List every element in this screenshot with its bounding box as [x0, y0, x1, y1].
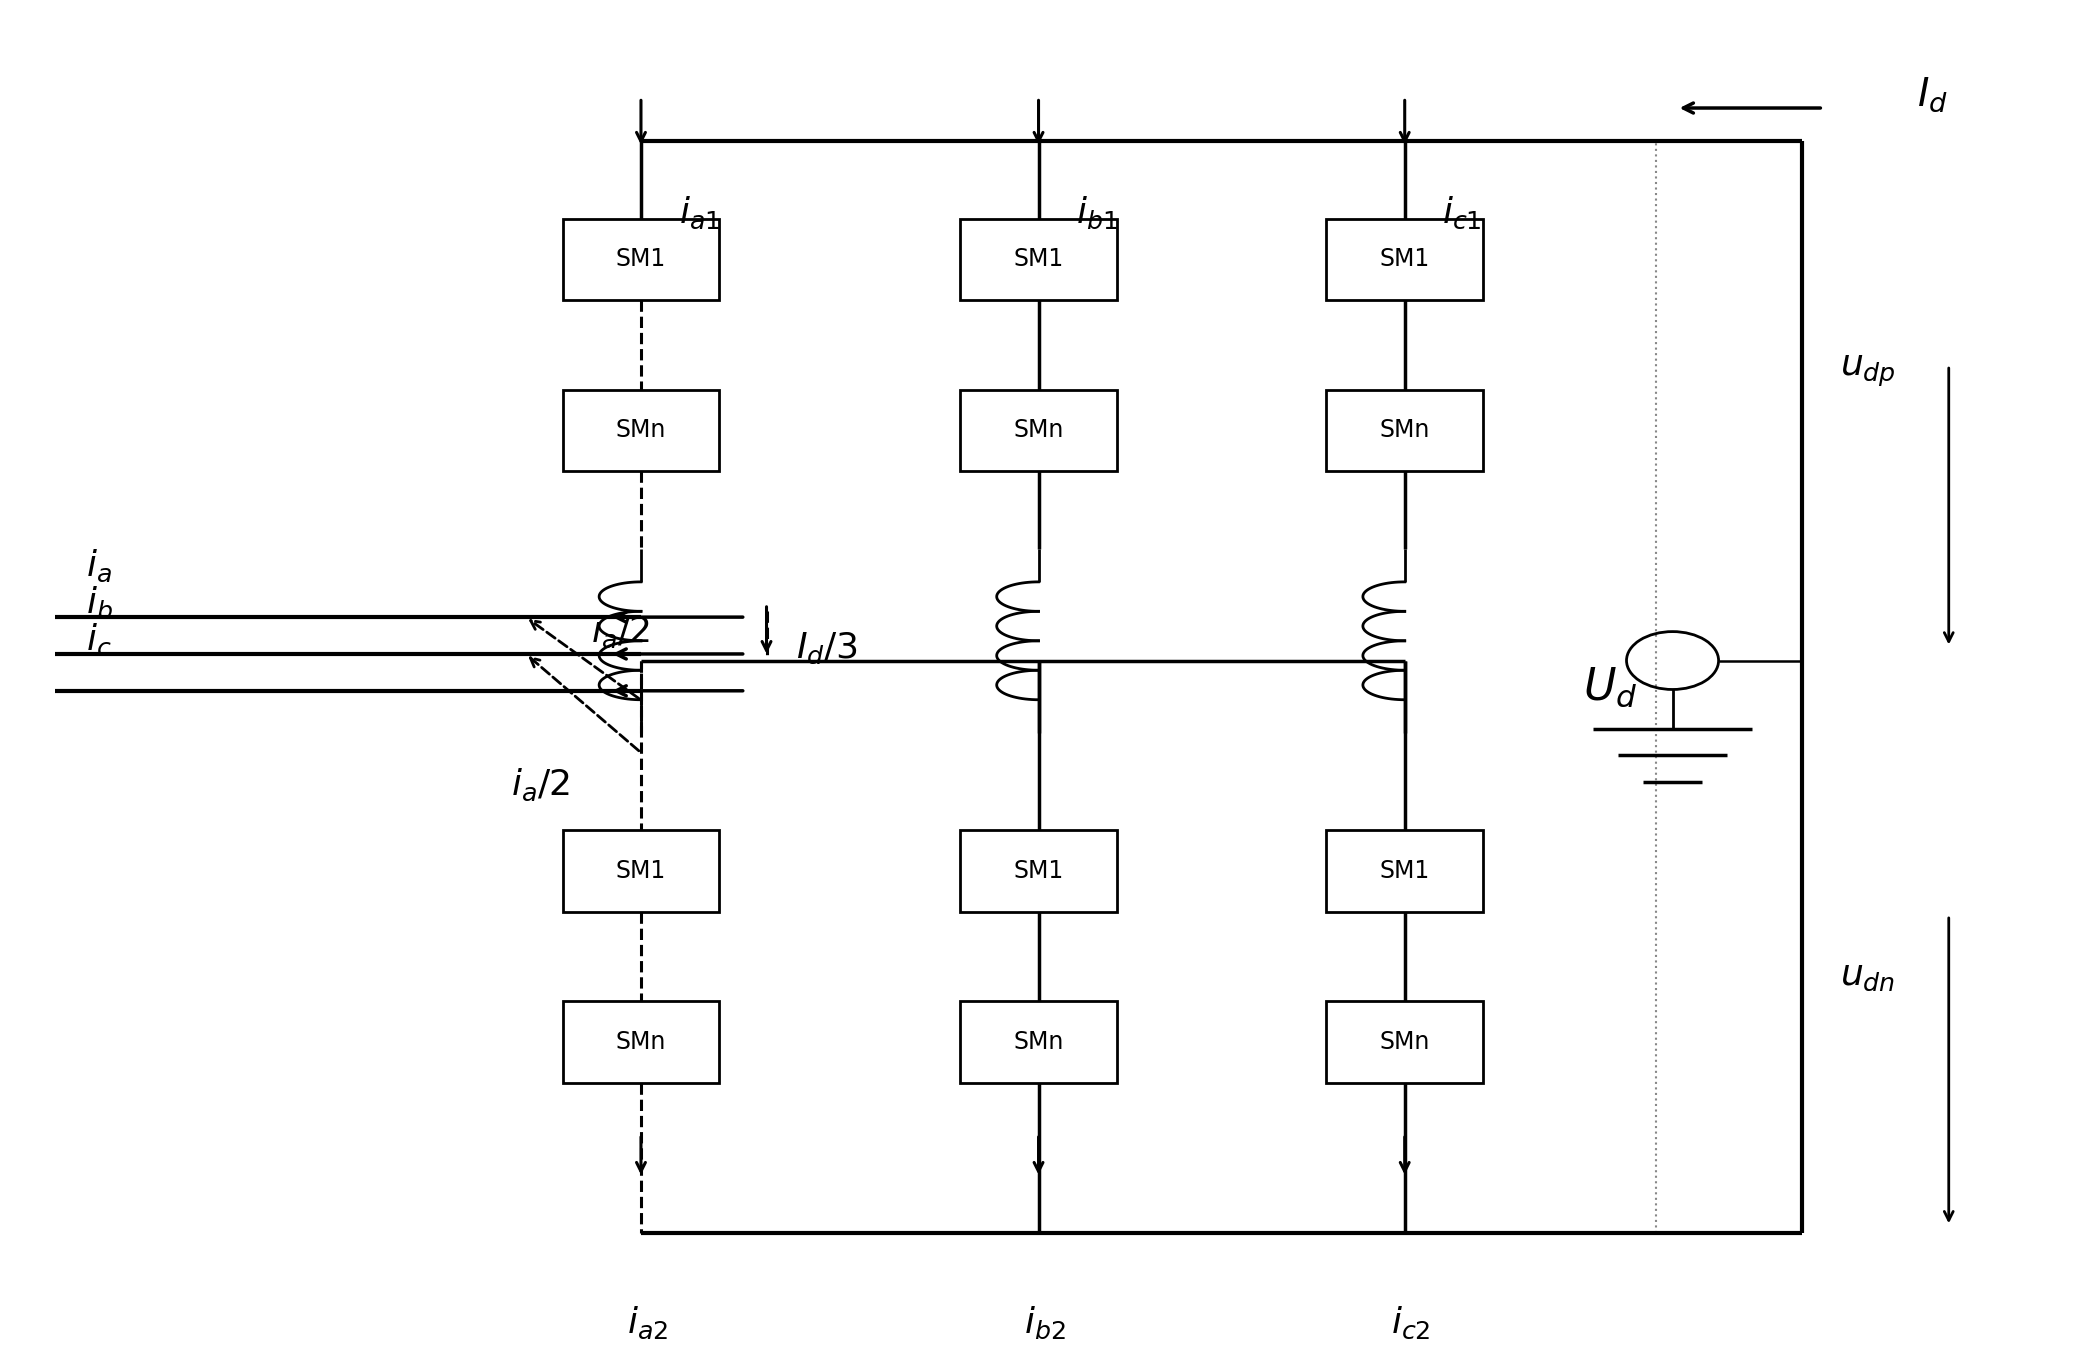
- Text: SM1: SM1: [1013, 859, 1064, 884]
- FancyBboxPatch shape: [562, 218, 720, 300]
- Text: $i_{b2}$: $i_{b2}$: [1024, 1305, 1066, 1342]
- Text: $i_c$: $i_c$: [86, 621, 111, 657]
- Text: $I_d$: $I_d$: [1918, 75, 1949, 114]
- Text: SM1: SM1: [1380, 859, 1431, 884]
- Text: SM1: SM1: [617, 859, 665, 884]
- Text: SM1: SM1: [1380, 248, 1431, 271]
- Text: $i_{c1}$: $i_{c1}$: [1443, 195, 1481, 232]
- Text: $i_{c2}$: $i_{c2}$: [1391, 1305, 1431, 1342]
- FancyBboxPatch shape: [1326, 1001, 1483, 1083]
- Text: SM1: SM1: [617, 248, 665, 271]
- Text: $i_a/2$: $i_a/2$: [592, 614, 650, 651]
- FancyBboxPatch shape: [562, 389, 720, 471]
- FancyBboxPatch shape: [961, 218, 1116, 300]
- Text: SMn: SMn: [617, 1030, 667, 1055]
- Text: $i_a/2$: $i_a/2$: [512, 766, 571, 803]
- Text: $u_{dp}$: $u_{dp}$: [1840, 353, 1897, 389]
- Text: $I_d/3$: $I_d/3$: [795, 630, 858, 667]
- Text: SMn: SMn: [1380, 1030, 1431, 1055]
- FancyBboxPatch shape: [961, 1001, 1116, 1083]
- FancyBboxPatch shape: [562, 1001, 720, 1083]
- Text: $i_{a2}$: $i_{a2}$: [627, 1305, 667, 1342]
- Text: $i_b$: $i_b$: [86, 585, 113, 621]
- Text: SMn: SMn: [617, 419, 667, 442]
- FancyBboxPatch shape: [961, 830, 1116, 912]
- FancyBboxPatch shape: [1326, 389, 1483, 471]
- Text: $u_{dn}$: $u_{dn}$: [1840, 959, 1894, 993]
- Text: SMn: SMn: [1013, 1030, 1064, 1055]
- Text: $i_a$: $i_a$: [86, 548, 113, 585]
- FancyBboxPatch shape: [1326, 218, 1483, 300]
- Text: SMn: SMn: [1380, 419, 1431, 442]
- Text: SM1: SM1: [1013, 248, 1064, 271]
- FancyBboxPatch shape: [1326, 830, 1483, 912]
- Text: $U_d$: $U_d$: [1582, 665, 1636, 709]
- Text: SMn: SMn: [1013, 419, 1064, 442]
- FancyBboxPatch shape: [562, 830, 720, 912]
- Text: $i_{a1}$: $i_{a1}$: [678, 195, 720, 232]
- FancyBboxPatch shape: [961, 389, 1116, 471]
- Text: $i_{b1}$: $i_{b1}$: [1076, 195, 1118, 232]
